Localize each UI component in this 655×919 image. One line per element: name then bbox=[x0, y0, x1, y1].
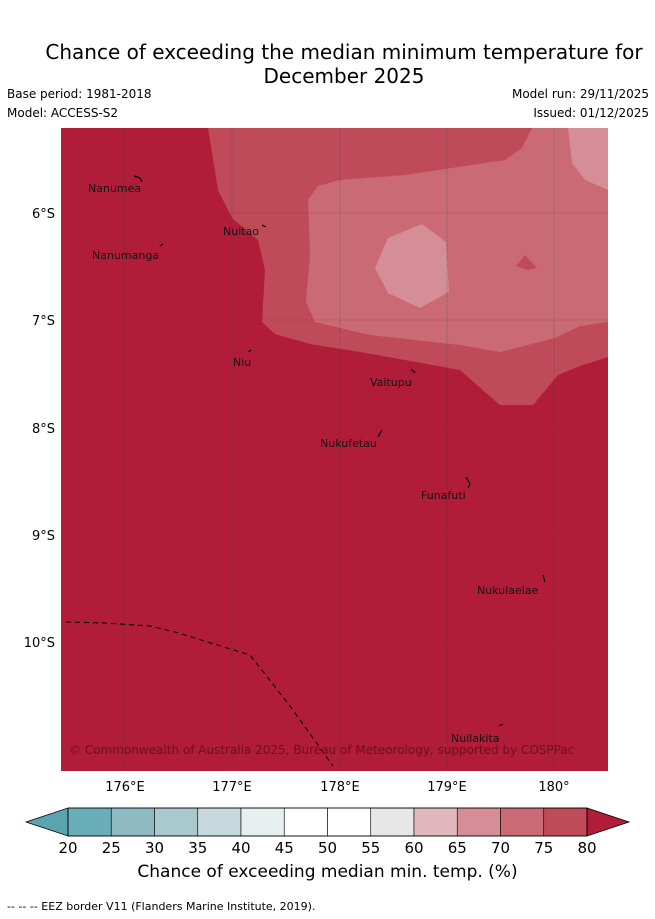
colorbar-tick-label: 75 bbox=[534, 839, 553, 857]
place-labels: Nanumea Nuitao Nanumanga Niu Vaitupu Nuk… bbox=[88, 182, 539, 745]
colorbar: 20 25 30 35 40 45 50 55 60 65 70 75 80 bbox=[24, 807, 631, 857]
colorbar-cell bbox=[413, 807, 458, 837]
place-nuilakita: Nuilakita bbox=[451, 732, 500, 745]
colorbar-tick-label: 80 bbox=[577, 839, 596, 857]
place-nuitao: Nuitao bbox=[223, 225, 259, 238]
colorbar-over-arrow bbox=[586, 807, 631, 837]
colorbar-tick-label: 30 bbox=[145, 839, 164, 857]
place-funafuti: Funafuti bbox=[421, 489, 466, 502]
colorbar-cell bbox=[110, 807, 155, 837]
region-70-75-small bbox=[516, 255, 537, 270]
island-nukufetau bbox=[377, 429, 383, 438]
eez-footnote: -- -- -- EEZ border V11 (Flanders Marine… bbox=[7, 900, 316, 913]
place-nukulaelae: Nukulaelae bbox=[477, 584, 539, 597]
colorbar-cell bbox=[283, 807, 328, 837]
place-vaitupu: Vaitupu bbox=[370, 376, 412, 389]
island-nuilakita bbox=[498, 723, 504, 727]
place-niu: Niu bbox=[233, 356, 251, 369]
model-run: Model run: 29/11/2025 bbox=[511, 87, 649, 101]
colorbar-cell bbox=[197, 807, 242, 837]
lon-label: 177°E bbox=[212, 780, 252, 795]
eez-border bbox=[65, 621, 334, 767]
title-line-1: Chance of exceeding the median minimum t… bbox=[45, 40, 643, 64]
colorbar-cell bbox=[456, 807, 501, 837]
colorbar-cell bbox=[67, 807, 112, 837]
base-period: Base period: 1981-2018 bbox=[7, 87, 152, 101]
lat-label: 6°S bbox=[32, 207, 55, 222]
lat-label: 8°S bbox=[32, 422, 55, 437]
issued-date: Issued: 01/12/2025 bbox=[533, 106, 649, 120]
lon-label: 180° bbox=[538, 780, 569, 795]
island-niu bbox=[247, 349, 252, 353]
place-nukufetau: Nukufetau bbox=[320, 437, 377, 450]
lon-label: 178°E bbox=[320, 780, 360, 795]
colorbar-tick-label: 20 bbox=[58, 839, 77, 857]
colorbar-cell bbox=[154, 807, 199, 837]
place-nanumanga: Nanumanga bbox=[92, 249, 159, 262]
copyright-notice: © Commonwealth of Australia 2025, Bureau… bbox=[69, 743, 574, 757]
lat-label: 7°S bbox=[32, 314, 55, 329]
colorbar-tick-label: 35 bbox=[188, 839, 207, 857]
island-nanumea bbox=[133, 175, 143, 183]
lat-label: 9°S bbox=[32, 529, 55, 544]
colorbar-tick-label: 40 bbox=[231, 839, 250, 857]
model-name: Model: ACCESS-S2 bbox=[7, 106, 119, 120]
colorbar-cell bbox=[240, 807, 285, 837]
colorbar-tick-label: 25 bbox=[102, 839, 121, 857]
lat-label: 10°S bbox=[24, 636, 55, 651]
title-line-2: December 2025 bbox=[263, 64, 425, 88]
region-65-70-ne bbox=[568, 128, 608, 190]
colorbar-tick-label: 60 bbox=[404, 839, 423, 857]
island-nukulaelae bbox=[542, 574, 546, 583]
region-70-75 bbox=[306, 128, 608, 352]
place-nanumea: Nanumea bbox=[88, 182, 141, 195]
forecast-map: Nanumea Nuitao Nanumanga Niu Vaitupu Nuk… bbox=[24, 128, 631, 857]
colorbar-cell bbox=[327, 807, 372, 837]
colorbar-label: Chance of exceeding median min. temp. (%… bbox=[137, 862, 518, 882]
map-title: Chance of exceeding the median minimum t… bbox=[0, 40, 655, 88]
colorbar-tick-label: 70 bbox=[491, 839, 510, 857]
island-vaitupu bbox=[410, 368, 416, 374]
region-65-70 bbox=[375, 224, 449, 308]
islands bbox=[133, 175, 546, 727]
latitude-labels: 6°S 7°S 8°S 9°S 10°S bbox=[24, 207, 55, 651]
colorbar-tick-label: 55 bbox=[361, 839, 380, 857]
colorbar-cell bbox=[543, 807, 588, 837]
lon-label: 179°E bbox=[427, 780, 467, 795]
colorbar-cell bbox=[370, 807, 415, 837]
colorbar-tick-label: 45 bbox=[275, 839, 294, 857]
island-funafuti bbox=[465, 476, 471, 489]
longitude-labels: 176°E 177°E 178°E 179°E 180° bbox=[105, 780, 569, 795]
lon-label: 176°E bbox=[105, 780, 145, 795]
colorbar-cell bbox=[500, 807, 545, 837]
colorbar-under-arrow bbox=[24, 807, 69, 837]
island-nanumanga bbox=[159, 243, 164, 247]
island-nuitao bbox=[261, 224, 267, 228]
colorbar-tick-label: 50 bbox=[318, 839, 337, 857]
colorbar-tick-label: 65 bbox=[448, 839, 467, 857]
